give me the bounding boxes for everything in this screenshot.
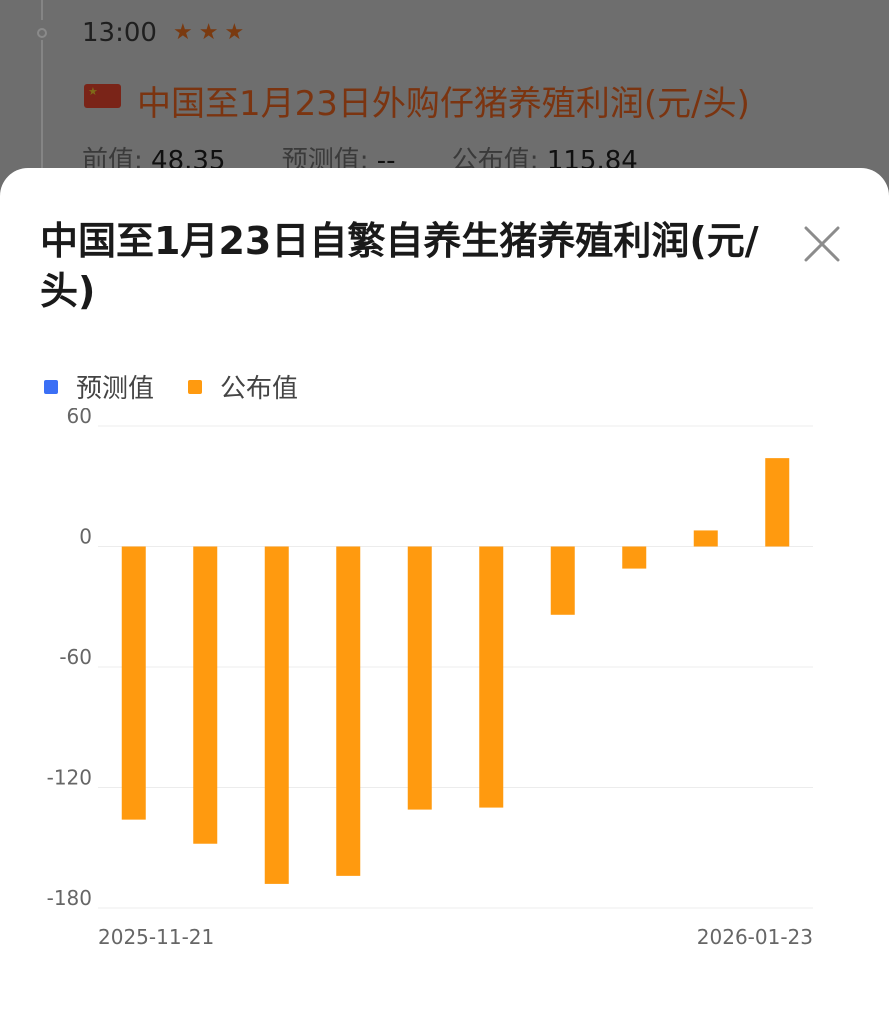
chart-bottom-sheet: 中国至1月23日自繁自养生猪养殖利润(元/头) 预测值 公布值 60 0 -60 -1… <box>0 168 889 1024</box>
timeline-dot <box>37 28 47 38</box>
bar[interactable] <box>121 546 146 820</box>
bar[interactable] <box>193 546 218 844</box>
bar[interactable] <box>622 546 647 569</box>
legend-swatch-forecast <box>44 379 58 394</box>
timeline-line <box>41 0 43 20</box>
event-title[interactable]: 中国至1月23日外购仔猪养殖利润(元/头) <box>137 84 750 124</box>
y-tick-label: 0 <box>79 525 92 549</box>
y-tick-label: -60 <box>59 645 92 669</box>
chart-legend: 预测值 公布值 <box>44 368 332 405</box>
bar[interactable] <box>550 546 575 615</box>
y-tick-label: 60 <box>67 408 92 428</box>
bar[interactable] <box>264 546 289 884</box>
bar[interactable] <box>336 546 361 876</box>
close-button[interactable] <box>798 220 846 268</box>
bar[interactable] <box>407 546 432 810</box>
y-tick-label: -120 <box>47 766 92 790</box>
event-time: 13:00 <box>82 18 157 48</box>
bar[interactable] <box>479 546 504 808</box>
importance-stars: ★★★ <box>173 20 251 45</box>
china-flag-icon: ★ <box>84 84 121 108</box>
legend-swatch-actual <box>188 379 203 394</box>
bar[interactable] <box>693 530 718 547</box>
timeline-line <box>41 40 43 180</box>
x-tick-label: 2025-11-21 <box>98 925 214 949</box>
legend-item-forecast[interactable]: 预测值 <box>44 368 154 405</box>
legend-item-actual[interactable]: 公布值 <box>188 368 298 405</box>
bar[interactable] <box>765 458 790 547</box>
close-icon <box>804 226 840 262</box>
x-tick-label: 2026-01-23 <box>697 925 813 949</box>
legend-label-forecast: 预测值 <box>76 374 155 404</box>
sheet-title: 中国至1月23日自繁自养生猪养殖利润(元/头) <box>40 219 759 313</box>
y-tick-label: -180 <box>47 886 92 910</box>
legend-label-actual: 公布值 <box>220 374 299 404</box>
